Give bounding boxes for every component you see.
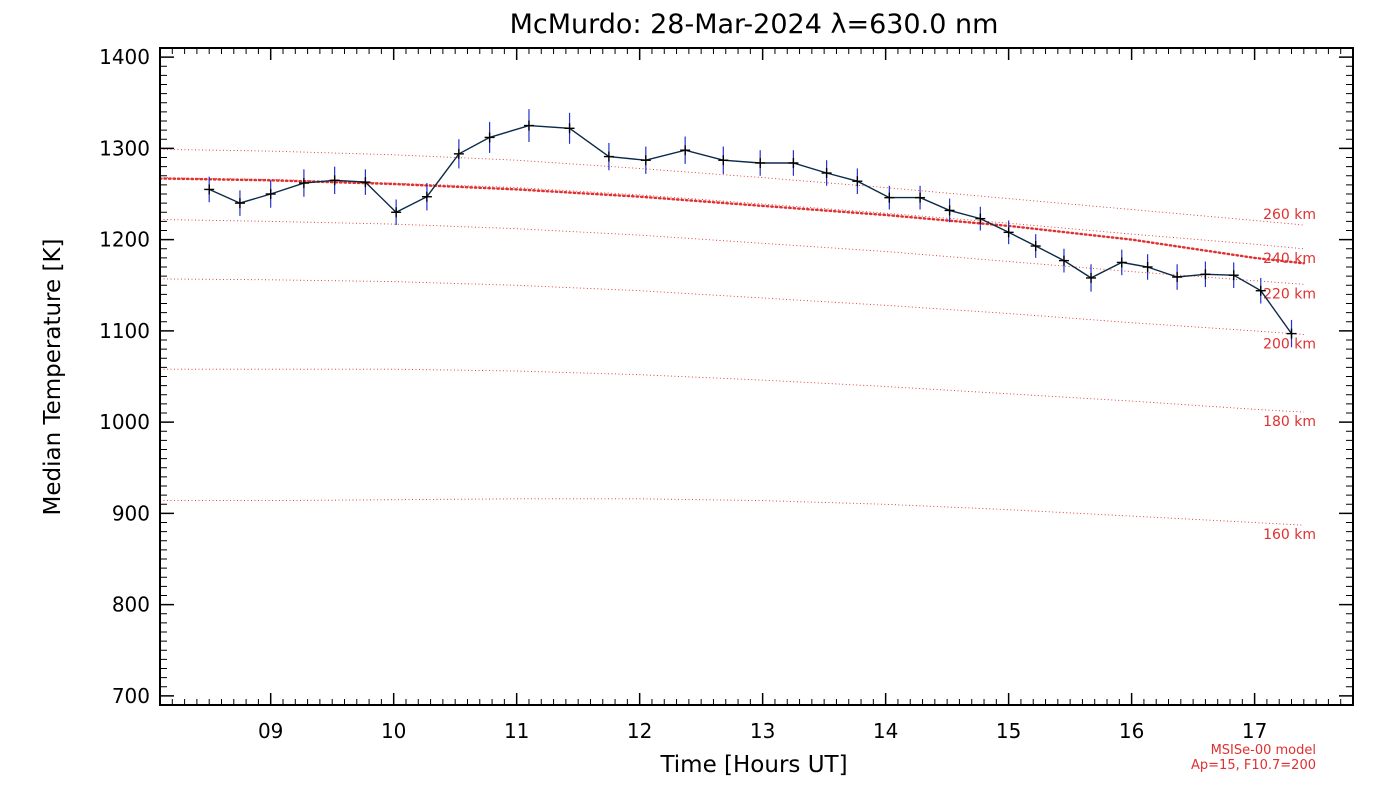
- x-tick-label: 15: [996, 719, 1021, 743]
- model-curve-label: 200 km: [1263, 337, 1316, 353]
- chart-title: McMurdo: 28-Mar-2024 λ=630.0 nm: [510, 9, 999, 40]
- model-curve-label: 260 km: [1263, 207, 1316, 223]
- model-curve-label: 160 km: [1263, 527, 1316, 543]
- x-tick-label: 13: [750, 719, 775, 743]
- model-curve-label: 180 km: [1263, 414, 1316, 430]
- y-tick-label: 1100: [99, 319, 150, 343]
- x-tick-label: 11: [504, 719, 529, 743]
- x-tick-label: 16: [1119, 719, 1144, 743]
- data-layer: [204, 109, 1297, 348]
- model-parameters: Ap=15, F10.7=200: [1191, 758, 1316, 773]
- axis-layer: 09 10 11 12 13 14 15 16 17 700 800 900 1000 1100 1200 1…: [99, 45, 1354, 743]
- model-annotation: MSISe-00 model: [1211, 743, 1316, 758]
- model-curve: [160, 498, 1304, 526]
- model-curve: [160, 368, 1304, 413]
- x-tick-label: 12: [627, 719, 652, 743]
- x-tick-label: 09: [258, 719, 283, 743]
- x-tick-label: 10: [381, 719, 406, 743]
- model-curve-label: 220 km: [1263, 286, 1316, 302]
- model-curve: [159, 148, 1304, 226]
- x-axis-label: Time [Hours UT]: [659, 752, 847, 778]
- y-tick-label: 700: [112, 684, 150, 708]
- y-tick-label: 1400: [99, 45, 150, 69]
- x-tick-label: 14: [873, 719, 898, 743]
- y-axis-label: Median Temperature [K]: [40, 239, 66, 516]
- x-tick-label: 17: [1242, 719, 1267, 743]
- model-curve-label: 240 km: [1263, 251, 1316, 267]
- y-tick-label: 1200: [99, 228, 150, 252]
- y-tick-label: 800: [112, 593, 150, 617]
- y-tick-label: 900: [112, 501, 150, 525]
- y-tick-label: 1000: [99, 410, 150, 434]
- model-curve: [159, 219, 1304, 285]
- fitted-model-curve: [158, 177, 1306, 265]
- y-tick-label: 1300: [99, 136, 150, 160]
- plot-frame: [159, 47, 1354, 706]
- model-curve: [159, 278, 1304, 335]
